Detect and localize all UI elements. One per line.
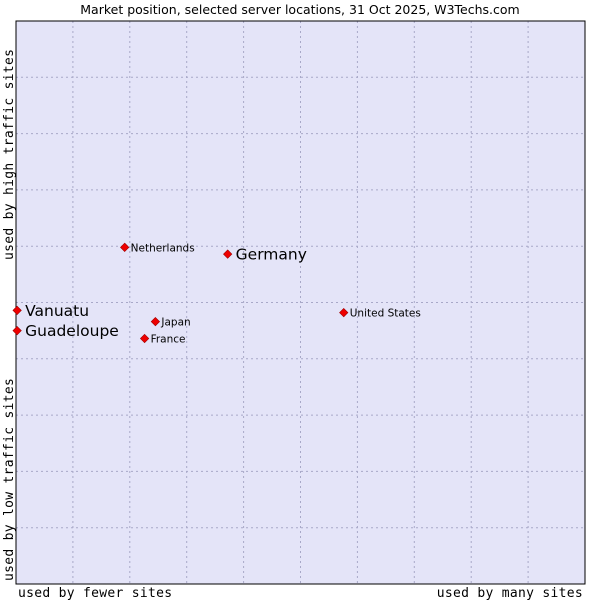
label-netherlands: Netherlands [131, 242, 195, 254]
label-france: France [151, 334, 186, 346]
label-united-states: United States [350, 308, 421, 320]
label-vanuatu: Vanuatu [25, 302, 89, 320]
plot-frame [15, 20, 586, 585]
y-axis-label-bottom: used by low traffic sites [2, 378, 17, 581]
data-point-germany: Germany [223, 246, 307, 264]
label-japan: Japan [160, 317, 190, 329]
data-point-united-states: United States [339, 308, 421, 320]
data-point-japan: Japan [150, 317, 191, 329]
marker-guadeloupe [12, 326, 22, 336]
marker-vanuatu [12, 305, 22, 316]
data-points: Netherlands Germany Vanuatu Guadeloupe Japan… [12, 242, 421, 346]
marker-japan [150, 317, 161, 327]
x-axis-label-left: used by fewer sites [18, 586, 172, 600]
x-axis-label-right: used by many sites [437, 586, 583, 600]
data-point-guadeloupe: Guadeloupe [12, 322, 119, 340]
marker-germany [223, 249, 233, 259]
label-germany: Germany [236, 246, 307, 264]
marker-netherlands [120, 242, 130, 252]
data-point-vanuatu: Vanuatu [12, 302, 89, 320]
data-point-netherlands: Netherlands [120, 242, 195, 254]
marker-france [139, 333, 150, 344]
marker-united-states [339, 308, 349, 318]
y-axis-label-top: used by high traffic sites [2, 49, 17, 260]
label-guadeloupe: Guadeloupe [25, 322, 119, 340]
chart-title: Market position, selected server locatio… [80, 2, 519, 17]
gridlines [16, 21, 585, 584]
data-point-france: France [139, 333, 186, 346]
